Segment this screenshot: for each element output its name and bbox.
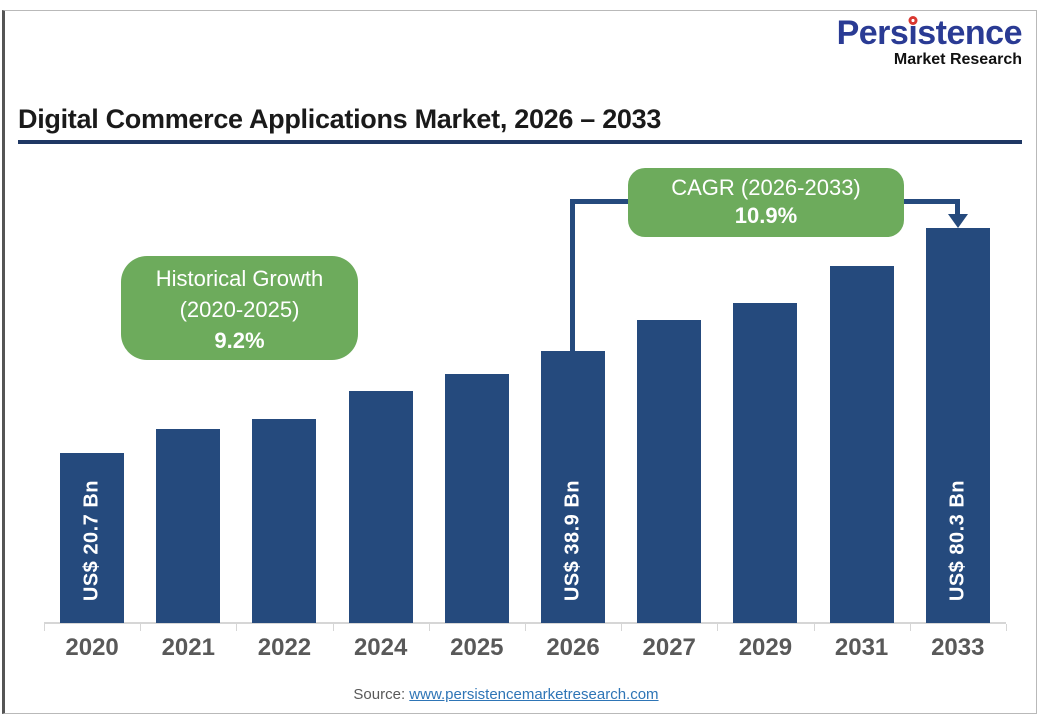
bar-2031	[829, 266, 894, 623]
x-axis-label-2033: 2033	[931, 634, 985, 661]
bar-slot-2020: US$ 20.7 Bn	[44, 200, 140, 623]
x-axis-label-2027: 2027	[642, 634, 696, 661]
x-axis-tick	[717, 624, 719, 631]
x-axis-tick	[140, 624, 142, 631]
cagr-connector-left-horizontal	[570, 199, 630, 204]
bar-2029	[733, 303, 798, 623]
bar-2025	[444, 374, 509, 623]
x-axis-label-2031: 2031	[834, 634, 889, 661]
cagr-line1: CAGR (2026-2033)	[671, 175, 861, 200]
x-axis-tick	[813, 624, 815, 631]
cagr-connector-left-vertical	[570, 199, 575, 352]
x-axis-label-2020: 2020	[65, 634, 119, 661]
bar-2021	[156, 429, 221, 623]
x-axis-tick	[332, 624, 334, 631]
x-axis-label-2029: 2029	[738, 634, 793, 661]
bar-value-label-2026: US$ 38.9 Bn	[561, 479, 584, 601]
bar-value-label-2020: US$ 20.7 Bn	[80, 479, 103, 601]
bar-2020: US$ 20.7 Bn	[60, 453, 125, 623]
bar-slot-2027	[621, 200, 717, 623]
x-axis-label-2024: 2024	[353, 634, 408, 661]
bar-slot-2021	[140, 200, 236, 623]
logo-letter-i: i	[908, 14, 918, 52]
page-title: Digital Commerce Applications Market, 20…	[18, 104, 662, 134]
x-axis-tick	[236, 624, 238, 631]
cagr-value: 10.9%	[734, 203, 798, 228]
x-axis-label-2025: 2025	[450, 634, 504, 661]
cagr-callout: CAGR (2026-2033) 10.9%	[628, 168, 904, 237]
logo-text-after: stence	[917, 14, 1022, 52]
plot-area: US$ 20.7 Bn US$ 38.9 Bn US$ 80.3 Bn	[44, 200, 1007, 631]
source-line: Source: www.persistencemarketresearch.co…	[0, 686, 1012, 703]
brand-logo-subtitle: Market Research	[893, 51, 1022, 68]
bar-2027	[637, 320, 702, 623]
bar-2022	[252, 419, 317, 623]
logo-letter-i-glyph: i	[908, 14, 918, 52]
historical-growth-value: 9.2%	[214, 328, 265, 353]
x-axis-tick	[621, 624, 623, 631]
logo-dot-icon	[908, 16, 918, 25]
x-axis-labels: 2020 2021 2022 2024 2025 2026 2027 2029 2031 2033	[44, 634, 1006, 662]
x-axis-label-2021: 2021	[161, 634, 215, 661]
bar-value-label-2033: US$ 80.3 Bn	[946, 479, 969, 601]
cagr-connector-right-vertical	[955, 199, 960, 215]
x-axis-line	[44, 622, 1006, 624]
x-axis-label-2022: 2022	[257, 634, 312, 661]
source-prefix: Source:	[353, 686, 410, 703]
x-axis-tick	[525, 624, 526, 631]
historical-growth-callout: Historical Growth (2020-2025) 9.2%	[121, 256, 358, 360]
x-axis-tick	[428, 624, 430, 631]
bar-slot-2033: US$ 80.3 Bn	[910, 200, 1006, 623]
cagr-connector-right-horizontal	[902, 199, 960, 204]
bar-slot-2025	[429, 200, 525, 623]
bar-2024	[348, 391, 413, 623]
bar-slot-2031	[814, 200, 910, 623]
logo-text-before: Pers	[836, 14, 909, 52]
x-axis-tick	[44, 624, 45, 631]
bar-slot-2026: US$ 38.9 Bn	[525, 200, 621, 623]
x-axis-label-2026: 2026	[546, 634, 600, 661]
x-axis-tick	[1006, 624, 1007, 631]
title-underline	[18, 140, 1022, 144]
historical-growth-line1: Historical Growth	[155, 266, 324, 291]
bar-slot-2029	[717, 200, 813, 623]
bar-slot-2024	[333, 200, 429, 623]
bar-slot-2022	[236, 200, 332, 623]
cagr-arrow-down-icon	[948, 214, 968, 228]
historical-growth-line2: (2020-2025)	[179, 297, 300, 322]
x-axis-tick	[909, 624, 911, 631]
source-link[interactable]: www.persistencemarketresearch.com	[409, 686, 659, 703]
bar-2033: US$ 80.3 Bn	[925, 228, 990, 623]
brand-logo: Persi stence Market Research	[837, 16, 1022, 68]
bar-2026: US$ 38.9 Bn	[541, 351, 606, 623]
brand-logo-wordmark: Persi stence	[837, 16, 1022, 50]
